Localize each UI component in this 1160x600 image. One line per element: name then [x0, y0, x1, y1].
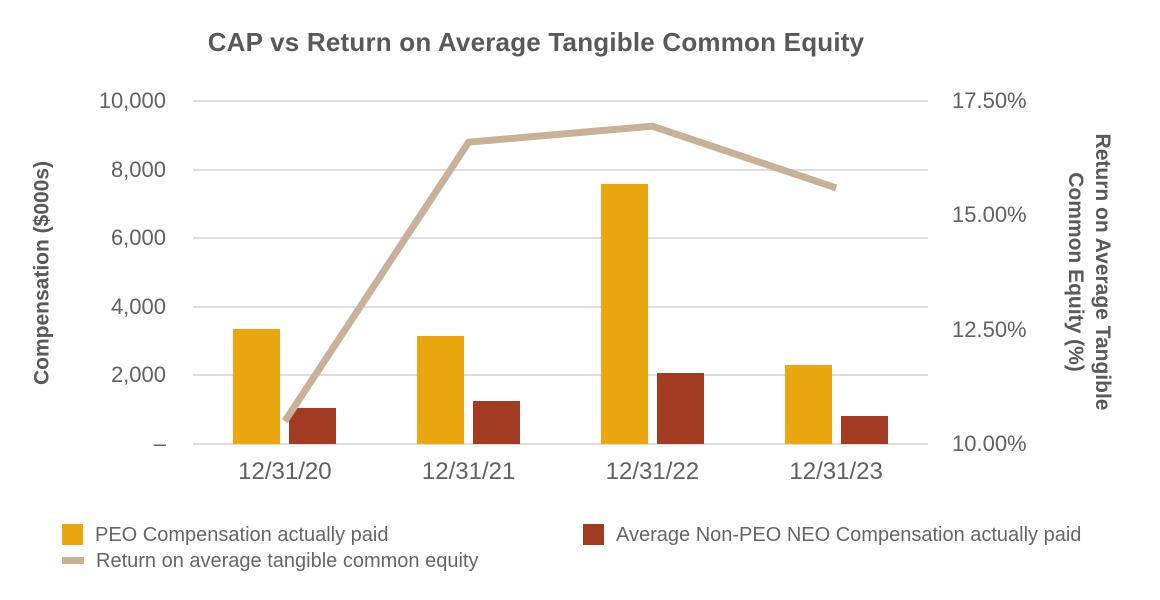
- legend-label-peo: PEO Compensation actually paid: [95, 524, 389, 546]
- bar-peo-12/31/22: [600, 184, 648, 444]
- bar-neo-12/31/22: [656, 372, 704, 444]
- right-axis-title-line-1: Return on Average Tangible: [1091, 133, 1114, 411]
- bar-peo-12/31/21: [417, 335, 465, 444]
- bar-peo-12/31/23: [784, 365, 832, 444]
- legend-label-line: Return on average tangible common equity: [96, 550, 479, 572]
- gridline-10000: [193, 100, 928, 102]
- bar-neo-12/31/21: [473, 401, 521, 444]
- legend-item-line: Return on average tangible common equity: [62, 550, 478, 572]
- legend-swatch-neo: [583, 524, 604, 545]
- legend-label-neo: Average Non-PEO NEO Compensation actuall…: [616, 524, 1082, 546]
- bar-peo-12/31/20: [233, 329, 281, 444]
- left-tick-4000: 4,000: [110, 293, 166, 319]
- right-tick-15: 15.00%: [952, 202, 1027, 228]
- gridline-6000: [193, 237, 928, 240]
- bar-neo-12/31/23: [840, 415, 888, 444]
- left-tick-0: –: [153, 431, 166, 456]
- left-tick-2000: 2,000: [110, 362, 166, 388]
- legend-item-peo: PEO Compensation actually paid: [62, 524, 389, 546]
- left-tick-6000: 6,000: [110, 225, 166, 251]
- chart-title: CAP vs Return on Average Tangible Common…: [207, 27, 865, 57]
- bar-neo-12/31/20: [289, 407, 337, 444]
- left-tick-8000: 8,000: [110, 156, 166, 182]
- legend-swatch-line: [62, 557, 84, 564]
- right-tick-17.5: 17.50%: [952, 88, 1027, 113]
- x-label-12/31/23: 12/31/23: [789, 458, 883, 485]
- right-tick-12.5: 12.50%: [952, 316, 1027, 342]
- gridline-4000: [193, 305, 928, 308]
- x-label-12/31/21: 12/31/21: [421, 458, 516, 485]
- legend-swatch-peo: [62, 524, 83, 545]
- gridline-0: [193, 443, 928, 445]
- left-axis-title: Compensation ($000s): [30, 160, 54, 386]
- x-label-12/31/22: 12/31/22: [605, 458, 700, 485]
- legend-item-neo: Average Non-PEO NEO Compensation actuall…: [583, 524, 1081, 546]
- left-tick-10000: 10,000: [98, 88, 166, 113]
- right-tick-10: 10.00%: [952, 431, 1027, 456]
- gridline-8000: [193, 168, 928, 171]
- x-label-12/31/20: 12/31/20: [238, 458, 332, 485]
